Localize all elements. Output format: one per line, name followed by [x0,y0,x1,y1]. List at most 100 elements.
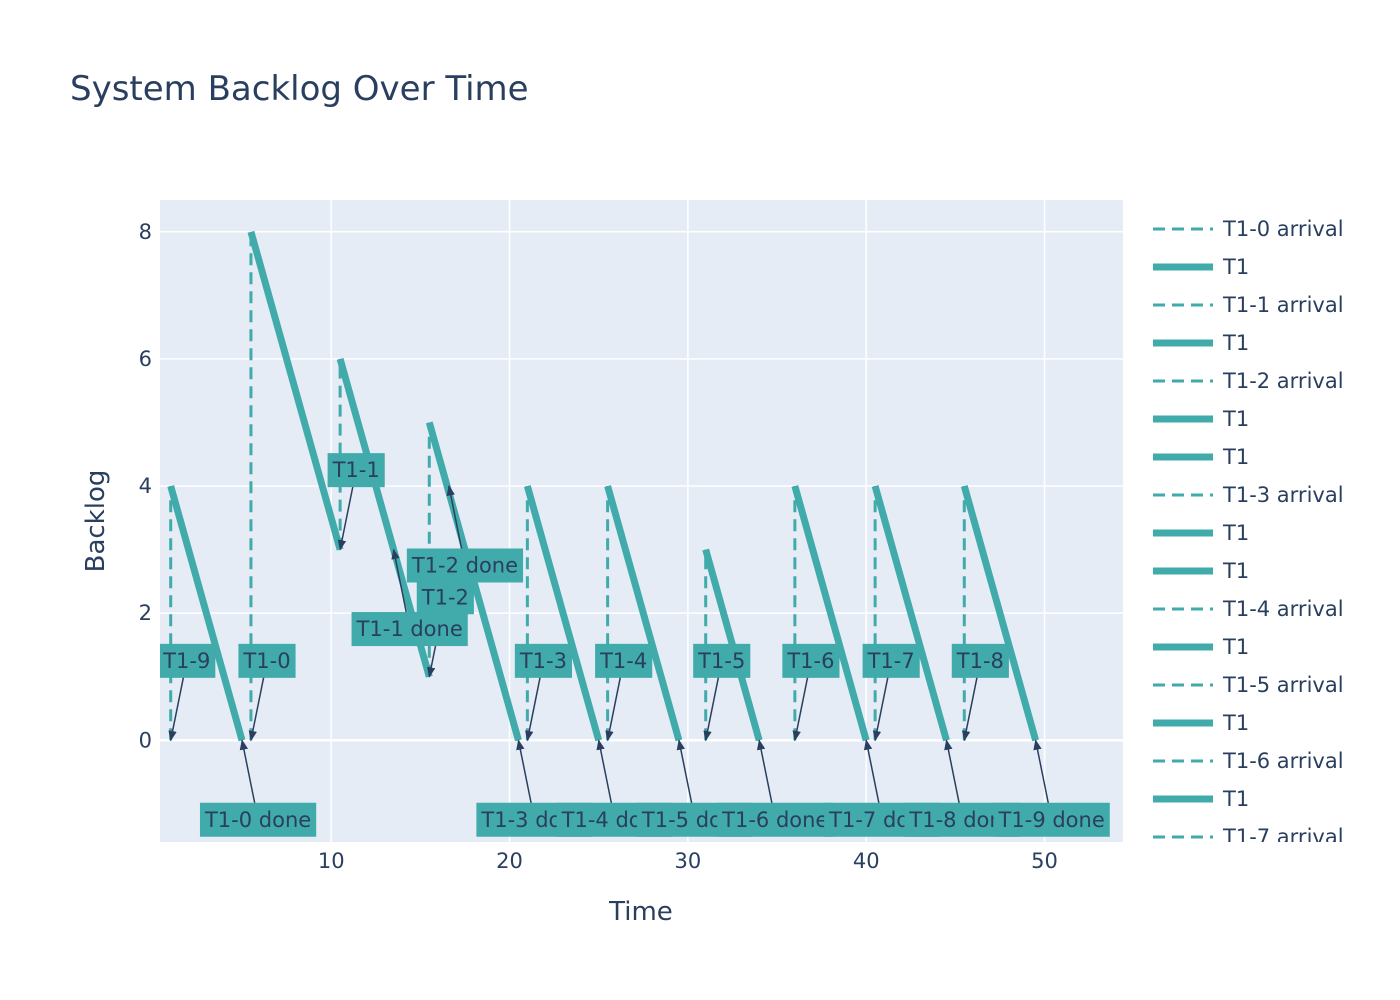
legend[interactable]: T1-0 arrival T1 T1-1 arrival T1 T1-2 arrival… [1153,217,1344,849]
legend-label: T1 [1222,407,1249,431]
annotation-label: T1-0 done [204,808,311,832]
annotation-arrow [962,674,979,742]
annotation-arrow [944,739,961,807]
annotation-box [993,802,1110,837]
legend-item[interactable]: T1 [1153,331,1249,355]
legend-item[interactable]: T1 [1153,635,1249,659]
x-tick-label: 10 [318,849,345,873]
legend-item[interactable]: T1 [1153,521,1249,545]
annotation-arrow [703,674,720,742]
annotation-label: T1-1 done [356,617,463,641]
annotation-arrow [516,739,533,807]
y-tick-label: 8 [139,220,152,244]
annotation-box [238,643,296,678]
backlog-line [523,485,603,742]
legend-label: T1-7 arrival [1222,825,1344,849]
annotation: T1-6 [782,643,840,742]
annotation-box [693,643,751,678]
annotation-box [406,548,524,583]
legend-item[interactable]: T1 [1153,711,1249,735]
backlog-line [871,485,950,742]
axis-ticks: 10 20 30 40 50 0 2 4 6 8 [139,220,1058,873]
annotation-arrow [676,739,693,807]
legend-label: T1 [1222,787,1249,811]
annotation-label: T1-9 done [998,808,1105,832]
legend-label: T1 [1222,445,1249,469]
legend-item[interactable]: T1-5 arrival [1153,673,1344,697]
x-tick-label: 20 [496,849,523,873]
annotation-arrow [525,674,542,742]
annotation-arrow [596,739,613,807]
annotation-arrow [248,674,265,742]
legend-label: T1 [1222,255,1249,279]
annotation-label: T1-3 [519,649,567,673]
legend-label: T1-3 arrival [1222,483,1344,507]
legend-item[interactable]: T1 [1153,407,1249,431]
annotations: T1-9 T1-0 T1-1 T1-2 T1-3 T1-4 T1-5 T1-6 T1-7 T1-8… [160,453,1110,837]
annotation-label: T1-0 [242,649,290,673]
annotation: T1-2 done [406,485,524,583]
annotation-arrow [391,548,408,616]
annotation-box [160,643,216,678]
annotation-box [514,643,572,678]
y-axis-title: Backlog [81,470,111,573]
legend-label: T1 [1222,711,1249,735]
annotation: T1-9 done [993,739,1110,837]
legend-item[interactable]: T1-4 arrival [1153,597,1344,621]
annotation-box [951,643,1009,678]
legend-item[interactable]: T1 [1153,255,1249,279]
legend-item[interactable]: T1-7 arrival [1153,825,1344,849]
annotation: T1-7 [862,643,920,742]
annotation-arrow [872,674,890,742]
annotation: T1-5 [693,643,751,742]
annotation-box [862,643,920,678]
annotation-label: T1-5 [697,649,745,673]
annotation: T1-1 done [351,548,468,647]
legend-label: T1-0 arrival [1222,217,1344,241]
backlog-line [791,485,870,742]
annotation-arrow [168,674,185,742]
annotation-box [782,643,840,678]
annotation-arrow [863,739,881,807]
annotation: T1-0 [238,643,296,742]
legend-item[interactable]: T1 [1153,787,1249,811]
annotation: T1-4 [595,643,653,742]
annotation-arrow [337,483,355,551]
legend-item[interactable]: T1 [1153,559,1249,583]
annotation-box [351,612,468,647]
legend-item[interactable]: T1 [1153,445,1249,469]
annotation-label: T1-2 done [411,553,518,577]
annotation-box [595,643,653,678]
legend-item[interactable]: T1-2 arrival [1153,369,1344,393]
backlog-line [604,485,683,742]
annotation-label: T1-8 [956,649,1004,673]
annotation-box [717,802,834,837]
legend-label: T1 [1222,331,1249,355]
annotation: T1-2 [416,580,474,678]
x-tick-label: 50 [1031,849,1058,873]
annotation-box [199,802,317,837]
legend-item[interactable]: T1-0 arrival [1153,217,1344,241]
annotation: T1-0 done [199,739,317,837]
backlog-line [247,230,344,551]
x-axis-title: Time [608,897,673,927]
annotation-arrow [792,674,809,742]
annotation: T1-3 [514,643,572,742]
grid-lines [160,200,1123,842]
annotation-arrow [446,485,463,552]
legend-item[interactable]: T1-6 arrival [1153,749,1344,773]
annotation-label: T1-2 [421,585,469,609]
plot-background [160,200,1123,842]
annotation-label: T1-4 [599,649,647,673]
annotation-label: T1-7 [867,649,915,673]
y-tick-label: 0 [139,728,152,752]
x-tick-label: 40 [853,849,880,873]
annotation: T1-6 done [717,739,834,837]
annotation: T1-9 [160,643,216,742]
legend-label: T1 [1222,559,1249,583]
annotation: T1-1 [327,453,385,551]
legend-item[interactable]: T1-1 arrival [1153,293,1344,317]
legend-item[interactable]: T1-3 arrival [1153,483,1344,507]
annotation-arrow [239,739,257,807]
